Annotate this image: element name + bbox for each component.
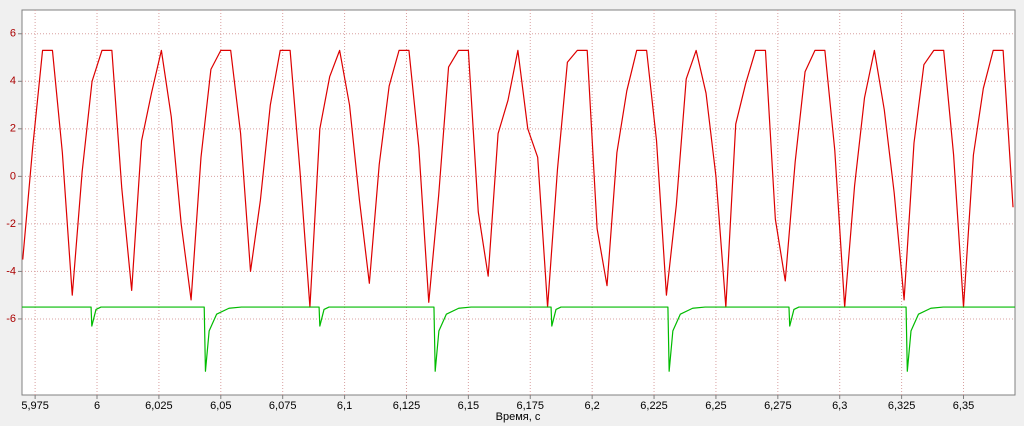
series-line — [22, 49, 1014, 308]
x-tick-label: 6,225 — [640, 400, 668, 412]
x-tick-label: 6,125 — [393, 400, 421, 412]
x-tick-label: 6,1 — [337, 400, 352, 412]
x-tick-label: 6,05 — [210, 400, 231, 412]
x-tick-label: 6,275 — [764, 400, 792, 412]
x-tick-label: 6,175 — [516, 400, 544, 412]
x-tick-label: 6 — [94, 400, 100, 412]
y-tick-label: -6 — [6, 313, 16, 325]
x-tick-label: 6,35 — [953, 400, 974, 412]
x-tick-label: 6,3 — [832, 400, 847, 412]
x-tick-label: 6,2 — [585, 400, 600, 412]
y-tick-label: 4 — [10, 75, 16, 87]
x-tick-label: 6,075 — [269, 400, 297, 412]
y-tick-label: 2 — [10, 123, 16, 135]
y-tick-label: -2 — [6, 218, 16, 230]
x-tick-label: 6,325 — [888, 400, 916, 412]
x-tick-label: 6,25 — [705, 400, 726, 412]
plot-area — [21, 9, 1016, 396]
x-axis-label: Время, с — [496, 411, 541, 423]
series-line — [22, 306, 1015, 372]
y-tick-label: 0 — [10, 170, 16, 182]
x-tick-label: 6,025 — [145, 400, 173, 412]
y-tick-label: 6 — [10, 28, 16, 40]
x-tick-label: 5,975 — [21, 400, 49, 412]
y-tick-label: -4 — [6, 265, 16, 277]
x-tick-label: 6,15 — [458, 400, 479, 412]
